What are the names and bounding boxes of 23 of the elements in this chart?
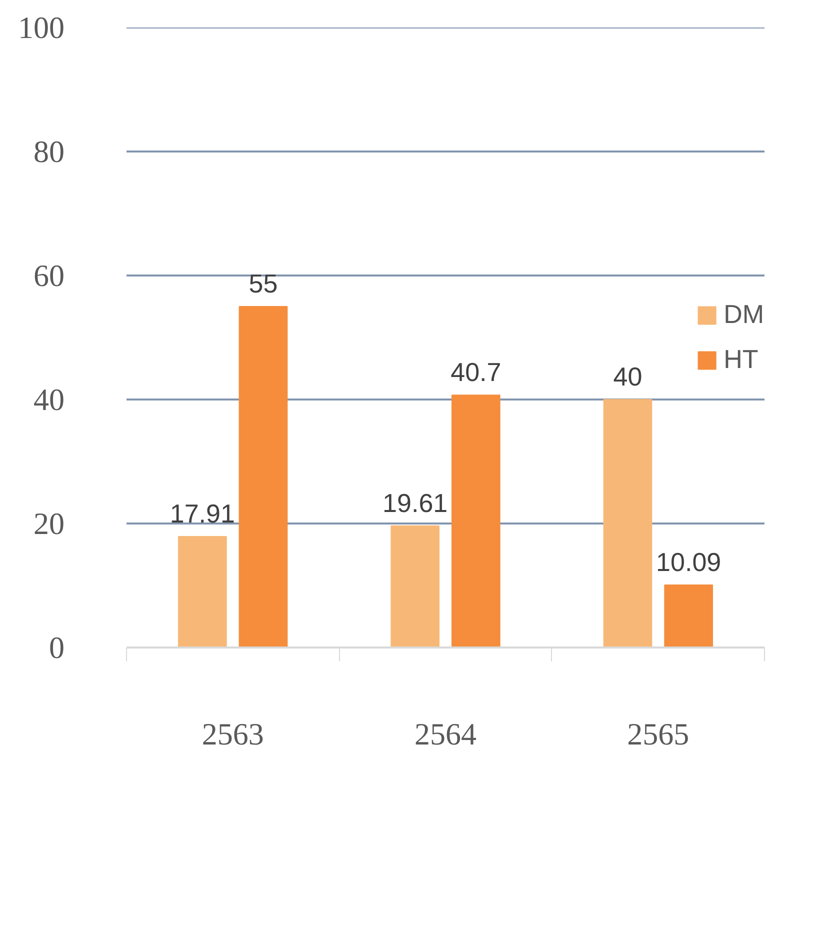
legend-label: HT xyxy=(724,344,758,375)
bar xyxy=(178,536,227,648)
data-label: 10.09 xyxy=(656,546,722,577)
data-label: 40 xyxy=(613,362,642,392)
legend-label: DM xyxy=(724,299,764,330)
y-tick-label: 100 xyxy=(18,10,64,45)
data-label: 55 xyxy=(248,268,278,298)
bar xyxy=(451,394,500,648)
bar xyxy=(603,399,652,648)
x-tick-label: 2565 xyxy=(627,716,690,752)
y-tick-label: 20 xyxy=(34,506,64,541)
y-tick-label: 80 xyxy=(34,134,64,169)
bar xyxy=(238,306,288,648)
y-tick-label: 60 xyxy=(34,258,64,293)
y-tick-label: 0 xyxy=(49,630,64,665)
bar xyxy=(664,584,714,648)
x-tick-label: 2563 xyxy=(202,716,264,752)
bar xyxy=(390,525,440,648)
data-label: 17.91 xyxy=(170,498,235,528)
y-tick-label: 40 xyxy=(34,382,64,417)
x-tick-label: 2564 xyxy=(414,716,477,752)
data-label: 19.61 xyxy=(382,488,448,518)
data-label: 40.7 xyxy=(450,357,502,388)
